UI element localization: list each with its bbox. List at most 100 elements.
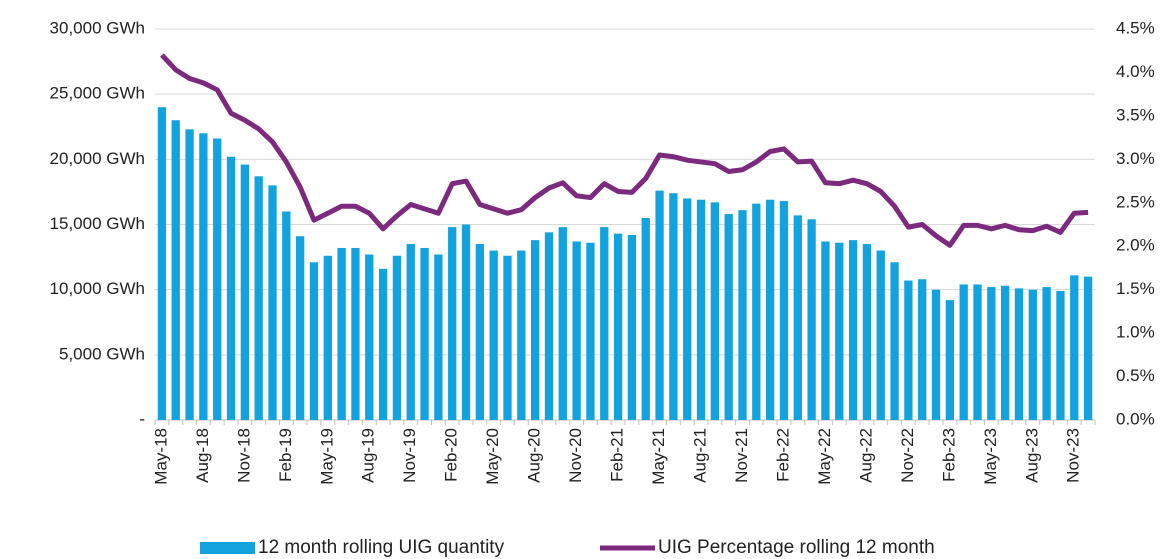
bar (531, 240, 540, 420)
bar (461, 224, 471, 420)
y2-tick-label: 2.0% (1116, 236, 1155, 255)
x-tick-label: Feb-22 (773, 428, 792, 482)
bar (323, 255, 332, 420)
bar (779, 201, 789, 420)
bar (171, 120, 180, 420)
bar (655, 190, 664, 420)
bar (475, 244, 484, 420)
bar (627, 234, 637, 420)
x-tick-label: Aug-18 (193, 428, 212, 483)
bar (572, 241, 581, 420)
bar (517, 250, 526, 420)
y-tick-label: 15,000 GWh (50, 214, 145, 233)
legend-label: 12 month rolling UIG quantity (258, 537, 505, 558)
legend-label: UIG Percentage rolling 12 month (658, 537, 935, 558)
bar (862, 244, 872, 420)
bar (876, 250, 885, 420)
bar (406, 244, 415, 420)
bar (337, 247, 346, 420)
bar (1056, 290, 1065, 420)
bar (282, 211, 291, 420)
bar (848, 240, 858, 420)
bar (1083, 276, 1093, 420)
bar (254, 176, 263, 420)
bar (890, 262, 899, 420)
bar (793, 215, 802, 420)
x-tick-label: May-21 (649, 428, 668, 485)
x-tick-label: Feb-23 (939, 428, 958, 482)
y2-tick-label: 3.5% (1116, 105, 1155, 124)
bar (544, 232, 554, 420)
y-tick-label: 10,000 GWh (50, 279, 145, 298)
y2-tick-label: 4.5% (1116, 18, 1155, 37)
bar (724, 214, 733, 420)
bar (973, 284, 982, 420)
y2-tick-label: 2.5% (1116, 192, 1155, 211)
y-tick-label: - (139, 409, 145, 428)
bar (931, 289, 941, 420)
bar (351, 247, 360, 420)
bar (157, 107, 167, 420)
bar (213, 138, 222, 421)
bar (392, 255, 402, 420)
legend-swatch (200, 542, 255, 554)
x-tick-label: Aug-19 (359, 428, 378, 483)
x-tick-label: May-18 (151, 428, 170, 485)
x-tick-label: Nov-18 (234, 428, 253, 483)
bar (1070, 275, 1079, 420)
bar (1042, 287, 1051, 420)
bar (378, 268, 388, 420)
x-tick-label: Nov-23 (1064, 428, 1083, 483)
x-tick-label: Feb-21 (608, 428, 627, 482)
y2-tick-label: 3.0% (1116, 149, 1155, 168)
y2-tick-label: 0.5% (1116, 366, 1155, 385)
x-tick-label: Aug-23 (1022, 428, 1041, 483)
y2-tick-label: 0.0% (1116, 409, 1155, 428)
x-tick-label: Aug-22 (856, 428, 875, 483)
bar (268, 185, 277, 420)
bar (835, 242, 844, 420)
bar (199, 133, 208, 420)
bar (752, 203, 761, 420)
bar (945, 300, 954, 420)
line (160, 53, 1089, 248)
bar (1028, 289, 1037, 420)
bar (669, 193, 678, 420)
bar (365, 254, 374, 420)
bar (738, 210, 747, 420)
bar (710, 202, 719, 420)
bar (434, 254, 443, 420)
bar (683, 198, 692, 420)
bar (586, 242, 595, 420)
x-tick-label: Nov-22 (898, 428, 917, 483)
bar (296, 236, 305, 420)
bar (613, 233, 623, 420)
x-tick-label: May-19 (317, 428, 336, 485)
y2-tick-label: 1.0% (1116, 323, 1155, 342)
bar (696, 199, 706, 420)
bar (1014, 288, 1024, 420)
bar (904, 280, 913, 420)
bar (807, 219, 816, 420)
bar (503, 255, 512, 420)
bar (489, 250, 498, 420)
bar (600, 227, 609, 420)
bar (226, 156, 236, 420)
y-tick-label: 25,000 GWh (50, 84, 145, 103)
y-tick-label: 20,000 GWh (50, 149, 145, 168)
bar (558, 227, 567, 420)
bar (185, 129, 194, 420)
bar (240, 164, 249, 420)
x-tick-label: May-22 (815, 428, 834, 485)
y2-tick-label: 1.5% (1116, 279, 1155, 298)
bar (987, 287, 996, 420)
bar (448, 227, 457, 420)
x-tick-label: May-23 (981, 428, 1000, 485)
bar (641, 217, 650, 420)
bar (309, 262, 319, 420)
x-tick-label: Feb-19 (276, 428, 295, 482)
bar (918, 279, 927, 420)
x-tick-label: Aug-20 (525, 428, 544, 483)
y-tick-label: 5,000 GWh (59, 344, 145, 363)
